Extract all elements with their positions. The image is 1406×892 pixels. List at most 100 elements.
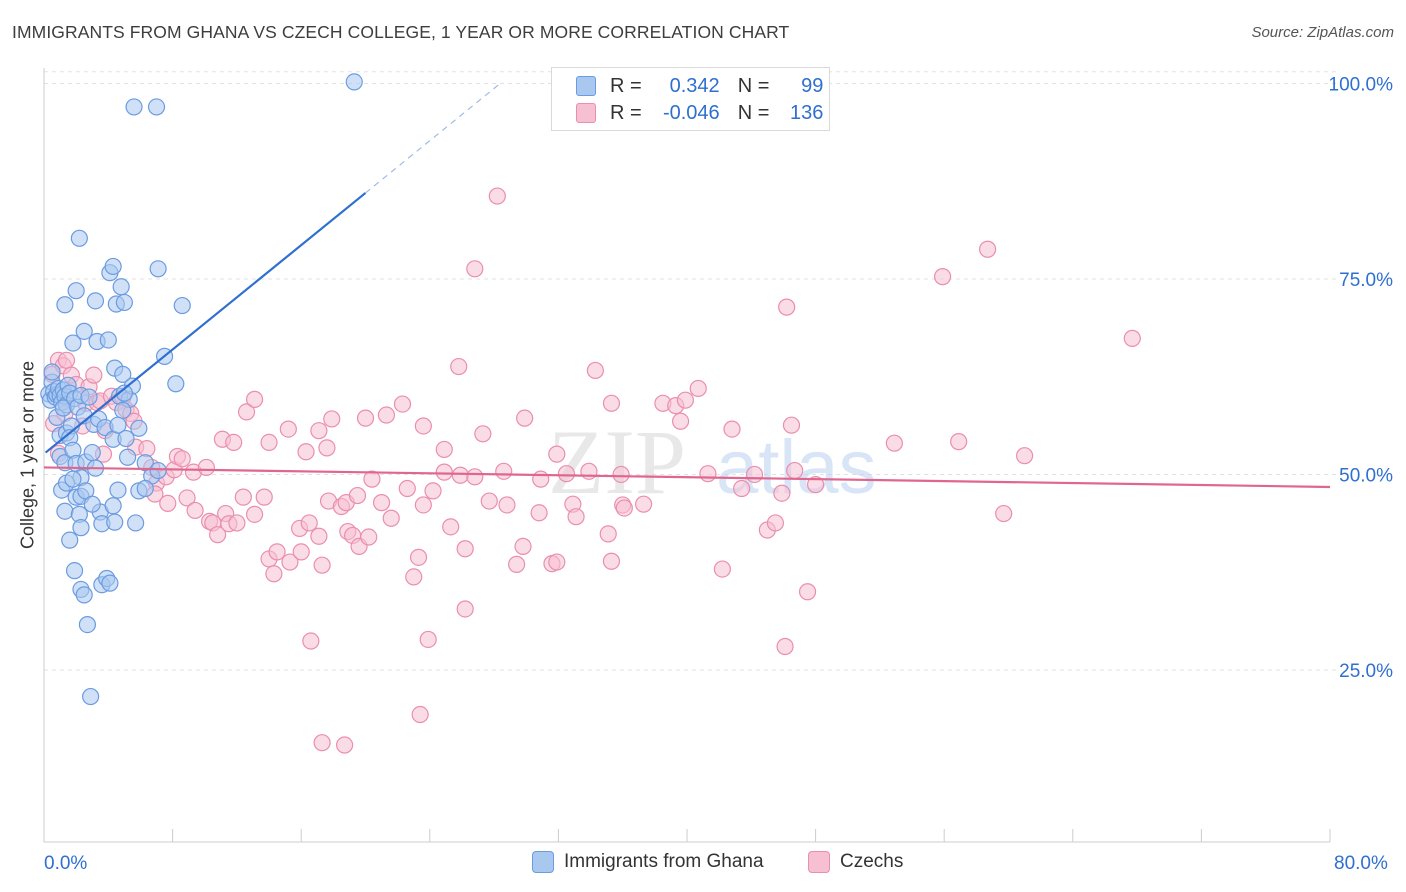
czechs-point (671, 412, 690, 430)
czechs-point (1015, 447, 1034, 465)
trend-lines (43, 81, 1331, 489)
czechs-point (530, 504, 548, 522)
czechs-point (323, 410, 341, 428)
czechs-point (360, 528, 378, 546)
ghana-point (43, 363, 61, 381)
legend-r-value: 0.342 (669, 74, 720, 97)
ghana-point (112, 278, 130, 296)
ghana-point (118, 448, 137, 466)
czechs-point (885, 434, 903, 452)
czechs-point (995, 504, 1013, 523)
czechs-point (265, 565, 283, 583)
czechs-point (356, 409, 375, 427)
czechs-point (806, 476, 825, 494)
czechs-point (798, 583, 817, 601)
czechs-point (1123, 329, 1141, 347)
ghana-point (64, 470, 82, 488)
ghana-point (67, 282, 85, 300)
czechs-point (419, 630, 437, 649)
czechs-point (557, 465, 576, 483)
czechs-point (260, 433, 278, 451)
gridlines (44, 71, 1336, 671)
ghana-point (127, 514, 145, 532)
czechs-point (268, 543, 286, 561)
ghana-point (80, 388, 98, 406)
czechs-point (782, 416, 801, 434)
czechs-point (414, 417, 432, 435)
czechs-point (689, 379, 707, 398)
czechs-point (548, 445, 566, 463)
ghana-point (136, 479, 154, 498)
czechs-point (602, 552, 621, 570)
czechs-point (409, 548, 428, 566)
czechs-point (488, 187, 506, 205)
czechs-point (336, 736, 354, 754)
legend-swatch-blue (576, 76, 596, 96)
ghana-point (115, 384, 133, 402)
source-credit: Source: ZipAtlas.com (1251, 24, 1394, 41)
czechs-point (234, 488, 252, 506)
czechs-point (405, 568, 423, 586)
czechs-point (474, 425, 492, 443)
ghana-points (40, 73, 363, 706)
czechs-point (225, 433, 243, 451)
legend-row-ghana: R = 0.342 N = 99 (576, 74, 823, 98)
ghana-point (70, 229, 88, 247)
czechs-point (245, 390, 264, 408)
czechs-point (281, 553, 299, 571)
ghana-point (104, 497, 122, 515)
bottom-legend-swatch-blue (532, 851, 554, 873)
czechs-point (508, 555, 526, 573)
czechs-point (372, 494, 391, 512)
ghana-point (147, 98, 166, 116)
czechs-point (178, 489, 196, 507)
czechs-point (85, 366, 103, 384)
legend-row-czechs: R = -0.046 N = 136 (576, 101, 823, 125)
legend-swatch-pink (576, 103, 596, 123)
czechs-point (300, 514, 318, 532)
czechs-point (382, 509, 400, 527)
czechs-point (612, 465, 630, 484)
czechs-point (313, 556, 331, 574)
bottom-legend-czechs: Czechs (808, 851, 903, 873)
czechs-point (435, 463, 453, 481)
czechs-point (255, 488, 273, 506)
czechs-point (209, 526, 227, 544)
czechs-point (723, 420, 741, 438)
czechs-point (297, 443, 315, 461)
czechs-point (393, 395, 412, 413)
legend-n-value: 136 (790, 101, 824, 124)
bottom-legend-swatch-pink (808, 851, 830, 873)
ghana-point (125, 98, 143, 116)
ghana-point (167, 375, 185, 393)
ghana-trend-line (44, 192, 367, 454)
czechs-point (414, 496, 432, 514)
bottom-legend-label-czechs: Czechs (840, 851, 904, 872)
czechs-point (310, 422, 328, 440)
ghana-point (61, 531, 79, 549)
legend-r-label: R = (610, 101, 642, 124)
czechs-point (516, 409, 534, 427)
ghana-point (149, 461, 167, 480)
y-tick-label: 50.0% (1339, 465, 1393, 486)
czechs-point (310, 527, 328, 545)
czechs-point (766, 514, 785, 532)
legend-r-value: -0.046 (662, 101, 720, 124)
czechs-point (363, 470, 381, 488)
czechs-trend-line (43, 466, 1331, 489)
x-tick-label-max: 80.0% (1334, 853, 1388, 874)
correlation-legend: R = 0.342 N = 99 R = -0.046 N = 136 (551, 67, 830, 131)
ghana-point (104, 257, 122, 276)
legend-r-label: R = (610, 74, 642, 97)
czechs-point (424, 482, 442, 500)
x-tick-label-min: 0.0% (44, 853, 88, 874)
ghana-point (83, 495, 101, 513)
ghana-point (109, 481, 127, 499)
czechs-point (586, 361, 604, 380)
ghana-point (117, 429, 135, 448)
czechs-point (279, 420, 297, 438)
czechs-point (57, 351, 76, 369)
czechs-points (43, 187, 1141, 754)
czechs-point (197, 458, 215, 477)
legend-n-label: N = (737, 74, 770, 97)
